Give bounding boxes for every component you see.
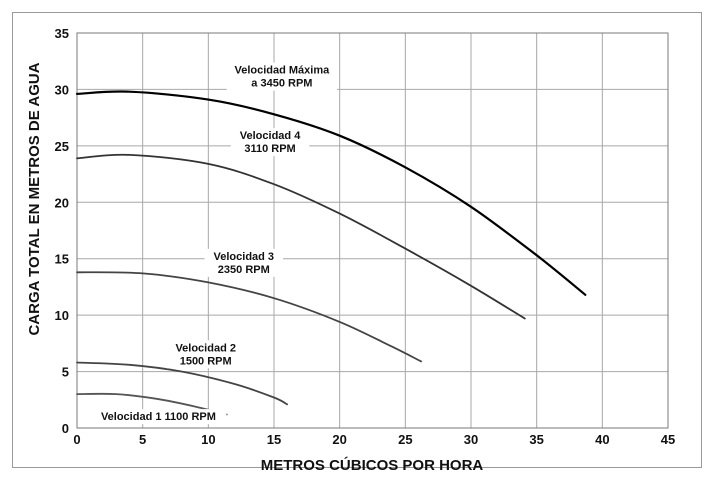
curve-label-background: [230, 128, 310, 157]
x-tick-label: 35: [529, 432, 543, 447]
y-tick-label: 15: [55, 252, 69, 267]
curve-label: 1500 RPM: [180, 355, 232, 367]
curve-label-background: [204, 248, 283, 277]
y-tick-label: 20: [55, 195, 69, 210]
x-tick-label: 20: [332, 432, 346, 447]
y-axis-title: CARGA TOTAL EN METROS DE AGUA: [26, 62, 43, 335]
curve-label-background: [226, 62, 338, 91]
curve-label: Velocidad 3: [214, 251, 275, 263]
curve-label: 2350 RPM: [218, 264, 270, 276]
x-axis-title: METROS CÚBICOS POR HORA: [261, 456, 484, 474]
x-tick-label: 40: [595, 432, 609, 447]
y-tick-label: 10: [55, 308, 69, 323]
x-tick-labels: 0 5 10 15 20 25 30 35 40 45: [73, 432, 675, 447]
grid: [76, 32, 669, 429]
x-tick-label: 0: [73, 432, 80, 447]
curve-line: [76, 153, 526, 320]
x-tick-label: 15: [267, 432, 281, 447]
curve-line: [75, 90, 587, 296]
curve-line: [76, 361, 288, 406]
y-tick-label: 30: [55, 82, 69, 97]
x-tick-label: 30: [464, 432, 478, 447]
y-tick-label: 35: [55, 26, 69, 41]
curve-label: Velocidad 2: [175, 342, 236, 354]
curve-label-background: [166, 340, 245, 369]
x-tick-label: 5: [139, 432, 146, 447]
y-tick-label: 25: [55, 139, 69, 154]
chart-frame: [12, 12, 702, 468]
curve-label: Velocidad Máxima: [234, 65, 330, 77]
y-tick-labels: 0 5 10 15 20 25 30 35: [55, 26, 69, 436]
x-tick-label: 25: [398, 432, 412, 447]
plot-border: [76, 32, 669, 429]
curve-label-background: [90, 409, 227, 425]
curves: [75, 90, 587, 416]
curve-label: a 3450 RPM: [251, 78, 312, 90]
curve-line: [76, 271, 422, 363]
y-tick-label: 5: [62, 365, 69, 380]
x-tick-label: 10: [201, 432, 215, 447]
curve-label: Velocidad 1 1100 RPM: [101, 411, 216, 423]
x-tick-label: 45: [661, 432, 675, 447]
y-tick-label: 0: [62, 421, 69, 436]
curve-label: Velocidad 4: [240, 130, 301, 142]
curve-label: 3110 RPM: [244, 143, 295, 155]
